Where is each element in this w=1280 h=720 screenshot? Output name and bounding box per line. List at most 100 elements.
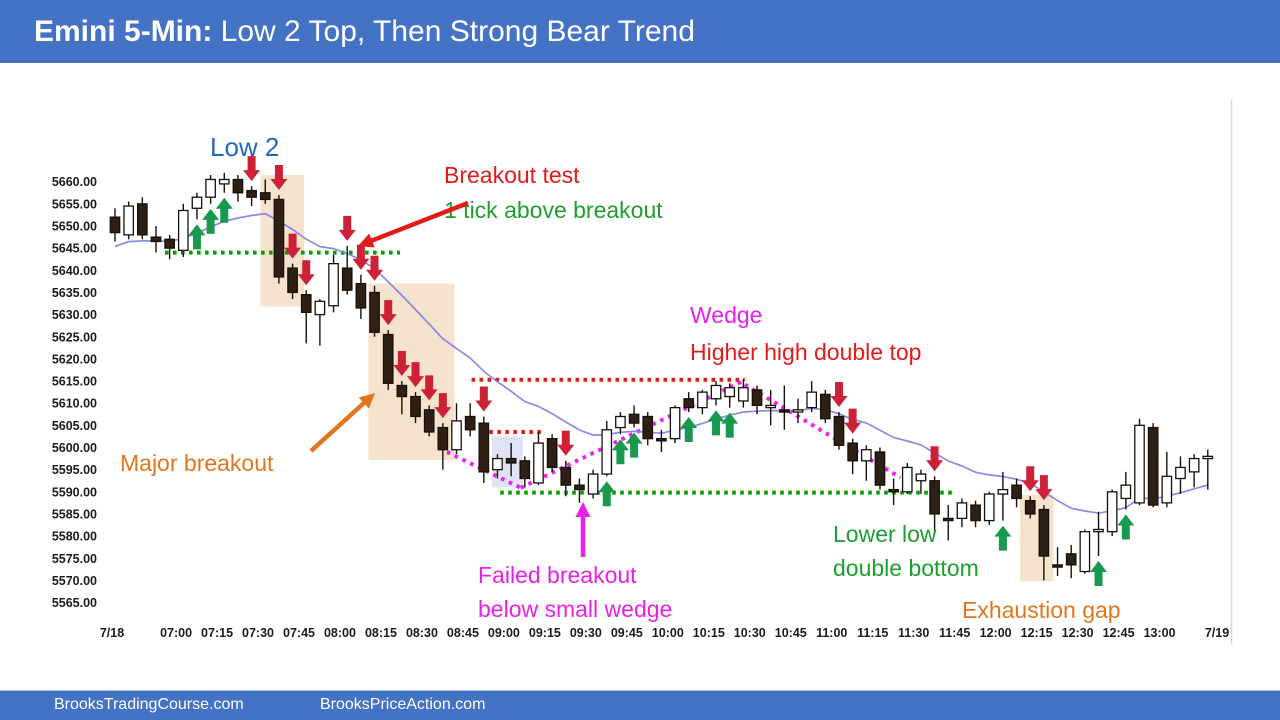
up-arrow-icon — [1090, 561, 1108, 587]
time-tick-label: 09:30 — [570, 626, 602, 640]
candle-body — [287, 267, 298, 294]
candle-body — [164, 238, 175, 249]
price-tick-label: 5645.00 — [52, 242, 97, 256]
annotation-exhaustion-gap: Exhaustion gap — [962, 597, 1121, 623]
up-arrow-icon — [625, 432, 643, 458]
candle-body — [642, 415, 654, 440]
candle-body — [437, 426, 449, 451]
down-arrow-icon — [284, 233, 302, 259]
up-arrow-icon — [707, 410, 725, 436]
candle-body — [628, 413, 640, 424]
candle-body — [847, 442, 858, 462]
breakout-test-arrow-head — [358, 233, 375, 248]
down-arrow-icon — [434, 393, 452, 419]
candle-body — [656, 437, 667, 442]
down-arrow-icon — [420, 375, 438, 401]
down-arrow-icon — [844, 408, 862, 434]
candle-body — [574, 484, 585, 491]
time-tick-label: 07:15 — [201, 626, 233, 640]
dotted-levels — [164, 250, 956, 495]
up-arrow-icon — [188, 224, 206, 250]
down-arrow-icon — [379, 300, 397, 326]
price-tick-label: 5655.00 — [52, 197, 97, 211]
price-tick-label: 5660.00 — [52, 175, 97, 189]
down-arrow-icon — [475, 386, 493, 412]
up-arrow-icon — [598, 481, 616, 507]
candle-body — [273, 198, 285, 278]
candle-body — [396, 384, 408, 398]
candle-body — [710, 384, 722, 400]
time-tick-label: 11:00 — [816, 626, 847, 640]
price-tick-label: 5595.00 — [52, 463, 97, 477]
time-axis-labels: 07:00 07:15 07:30 07:45 08:00 08:15 08:30 08:45… — [100, 626, 1229, 640]
candle-body — [1011, 484, 1022, 500]
candle-body — [232, 178, 244, 194]
price-tick-label: 5585.00 — [52, 507, 97, 521]
time-tick-label: 10:00 — [652, 626, 684, 640]
candle-body — [819, 393, 831, 420]
time-tick-label: 07:30 — [242, 626, 274, 640]
up-arrow-icon — [994, 525, 1012, 551]
time-tick-label: 08:15 — [365, 626, 397, 640]
candle-body — [218, 178, 230, 185]
down-arrow-icon — [243, 156, 261, 182]
candle-body — [123, 205, 135, 236]
callout-arrows — [309, 200, 591, 557]
time-tick-label: 12:00 — [980, 626, 1012, 640]
time-tick-label: 11:45 — [939, 626, 970, 640]
candle-body — [136, 203, 148, 236]
candle-body — [888, 488, 899, 493]
price-tick-label: 5590.00 — [52, 485, 97, 499]
candle-body — [697, 391, 708, 409]
candle-body — [738, 387, 749, 402]
candle-body — [1065, 553, 1077, 566]
time-tick-label: 09:00 — [488, 626, 520, 640]
candle-body — [724, 387, 736, 398]
candle-body — [778, 409, 790, 413]
candle-body — [464, 415, 476, 431]
major-breakout-arrow — [309, 398, 370, 453]
candle-body — [997, 488, 1009, 495]
time-tick-label: 08:45 — [447, 626, 479, 640]
candle-body — [765, 404, 777, 409]
annotation-1-tick-above-breakout: 1 tick above breakout — [444, 197, 663, 223]
price-tick-label: 5650.00 — [52, 220, 97, 234]
time-tick-label: 10:45 — [775, 626, 807, 640]
candle-body — [205, 178, 216, 198]
up-arrow-icon — [202, 208, 220, 234]
down-arrow-icon — [270, 164, 288, 190]
time-tick-label: 12:30 — [1062, 626, 1094, 640]
annotations: Low 2 Breakout test 1 tick above breakout M… — [120, 132, 1121, 623]
candle-body — [1202, 455, 1214, 460]
up-arrow-icon — [680, 417, 698, 443]
candle-body — [601, 429, 613, 475]
time-tick-label: 10:30 — [734, 626, 766, 640]
candle-body — [1024, 500, 1036, 515]
price-tick-label: 5565.00 — [52, 596, 97, 610]
candle-body — [956, 502, 968, 520]
candle-body — [519, 460, 531, 480]
candles — [109, 172, 1214, 581]
candle-body — [300, 294, 312, 314]
time-tick-label: 12:45 — [1103, 626, 1135, 640]
price-axis-labels: 5660.00 5655.00 5650.00 5645.00 5640.00 5635.… — [52, 175, 97, 610]
up-arrow-icon — [215, 197, 233, 223]
time-tick-label: 07:45 — [283, 626, 315, 640]
breakout-test-arrow — [366, 200, 469, 245]
annotation-failed-breakout: Failed breakout — [478, 562, 637, 588]
candle-body — [1093, 528, 1104, 533]
candle-body — [560, 466, 572, 486]
candle-body — [942, 517, 954, 522]
price-tick-label: 5625.00 — [52, 330, 97, 344]
down-arrow-icon — [352, 244, 370, 270]
time-tick-label: 07:00 — [160, 626, 192, 640]
time-tick-label: 08:30 — [406, 626, 438, 640]
candle-body — [246, 189, 257, 198]
candle-body — [451, 420, 462, 451]
candle-body — [369, 291, 380, 333]
candle-body — [1161, 475, 1173, 504]
annotation-wedge: Wedge — [690, 302, 762, 328]
candle-body — [1147, 426, 1159, 506]
price-tick-label: 5630.00 — [52, 308, 97, 322]
candle-body — [382, 333, 394, 384]
